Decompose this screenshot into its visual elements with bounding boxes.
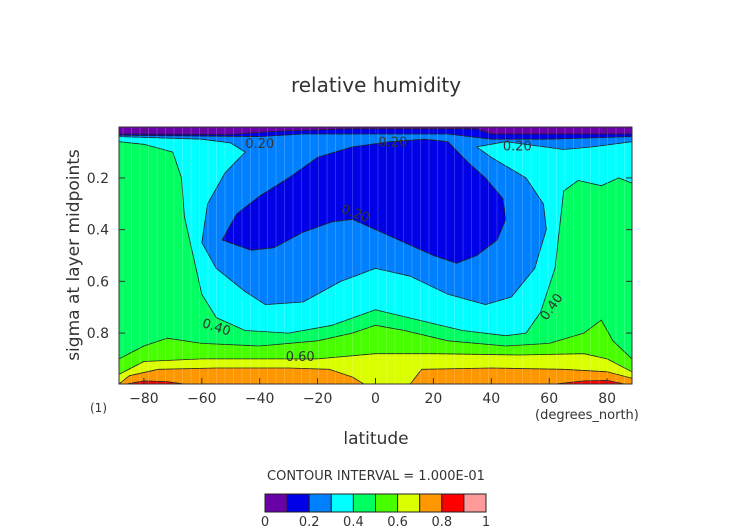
contour-label: 0.20: [503, 139, 532, 154]
x-tick-label: 60: [540, 391, 558, 407]
colorbar-tick-label: 0.2: [299, 515, 320, 530]
contour-region-0.0-0.1: [119, 127, 632, 135]
colorbar-tick-label: 1: [482, 515, 490, 530]
x-axis-label: latitude: [343, 429, 408, 449]
x-tick-label: −40: [245, 391, 275, 407]
colorbar-swatch: [463, 493, 487, 513]
x-tick-label: −20: [303, 391, 333, 407]
y-axis-label: sigma at layer midpoints: [64, 149, 84, 361]
y-units-label: (1): [90, 401, 107, 415]
colorbar-swatch: [375, 493, 399, 513]
x-tick-label: 40: [482, 391, 500, 407]
contour-label: 0.20: [245, 137, 274, 152]
x-tick-label: −80: [129, 391, 159, 407]
contour-interval-label: CONTOUR INTERVAL = 1.000E-01: [267, 469, 485, 484]
colorbar-tick-label: 0.6: [387, 515, 408, 530]
y-tick-label: 0.4: [87, 223, 109, 239]
colorbar-swatch: [308, 493, 332, 513]
y-tick-label: 0.6: [87, 274, 109, 290]
x-tick-label: −60: [187, 391, 217, 407]
colorbar-swatch: [286, 493, 310, 513]
colorbar-swatch: [441, 493, 465, 513]
colorbar-swatch: [397, 493, 421, 513]
x-tick-label: 20: [424, 391, 442, 407]
y-tick-label: 0.8: [87, 326, 109, 342]
plot-area: [119, 127, 632, 384]
colorbar-swatch: [330, 493, 354, 513]
contour-region-0.7-0.8: [409, 367, 632, 384]
colorbar-tick-label: 0.4: [343, 515, 364, 530]
colorbar-tick-label: 0.8: [431, 515, 452, 530]
contour-region-0.1-0.2: [221, 138, 507, 264]
colorbar-swatch: [419, 493, 443, 513]
y-tick-label: 0.2: [87, 171, 109, 187]
chart-title: relative humidity: [291, 73, 461, 97]
colorbar-tick-label: 0: [261, 515, 269, 530]
x-tick-label: 80: [598, 391, 616, 407]
colorbar: 0 0.2 0.4 0.6 0.8 1: [261, 493, 490, 530]
contour-fills: [119, 127, 632, 384]
colorbar-swatch: [264, 493, 288, 513]
x-units-label: (degrees_north): [535, 408, 639, 423]
x-tick-label: 0: [371, 391, 380, 407]
contour-label: 0.60: [286, 350, 315, 365]
contour-label: 0.20: [378, 136, 407, 151]
contour-region-0.8-0.9: [126, 380, 185, 384]
colorbar-swatch: [352, 493, 376, 513]
contour-region-0.7-0.8: [119, 367, 365, 384]
